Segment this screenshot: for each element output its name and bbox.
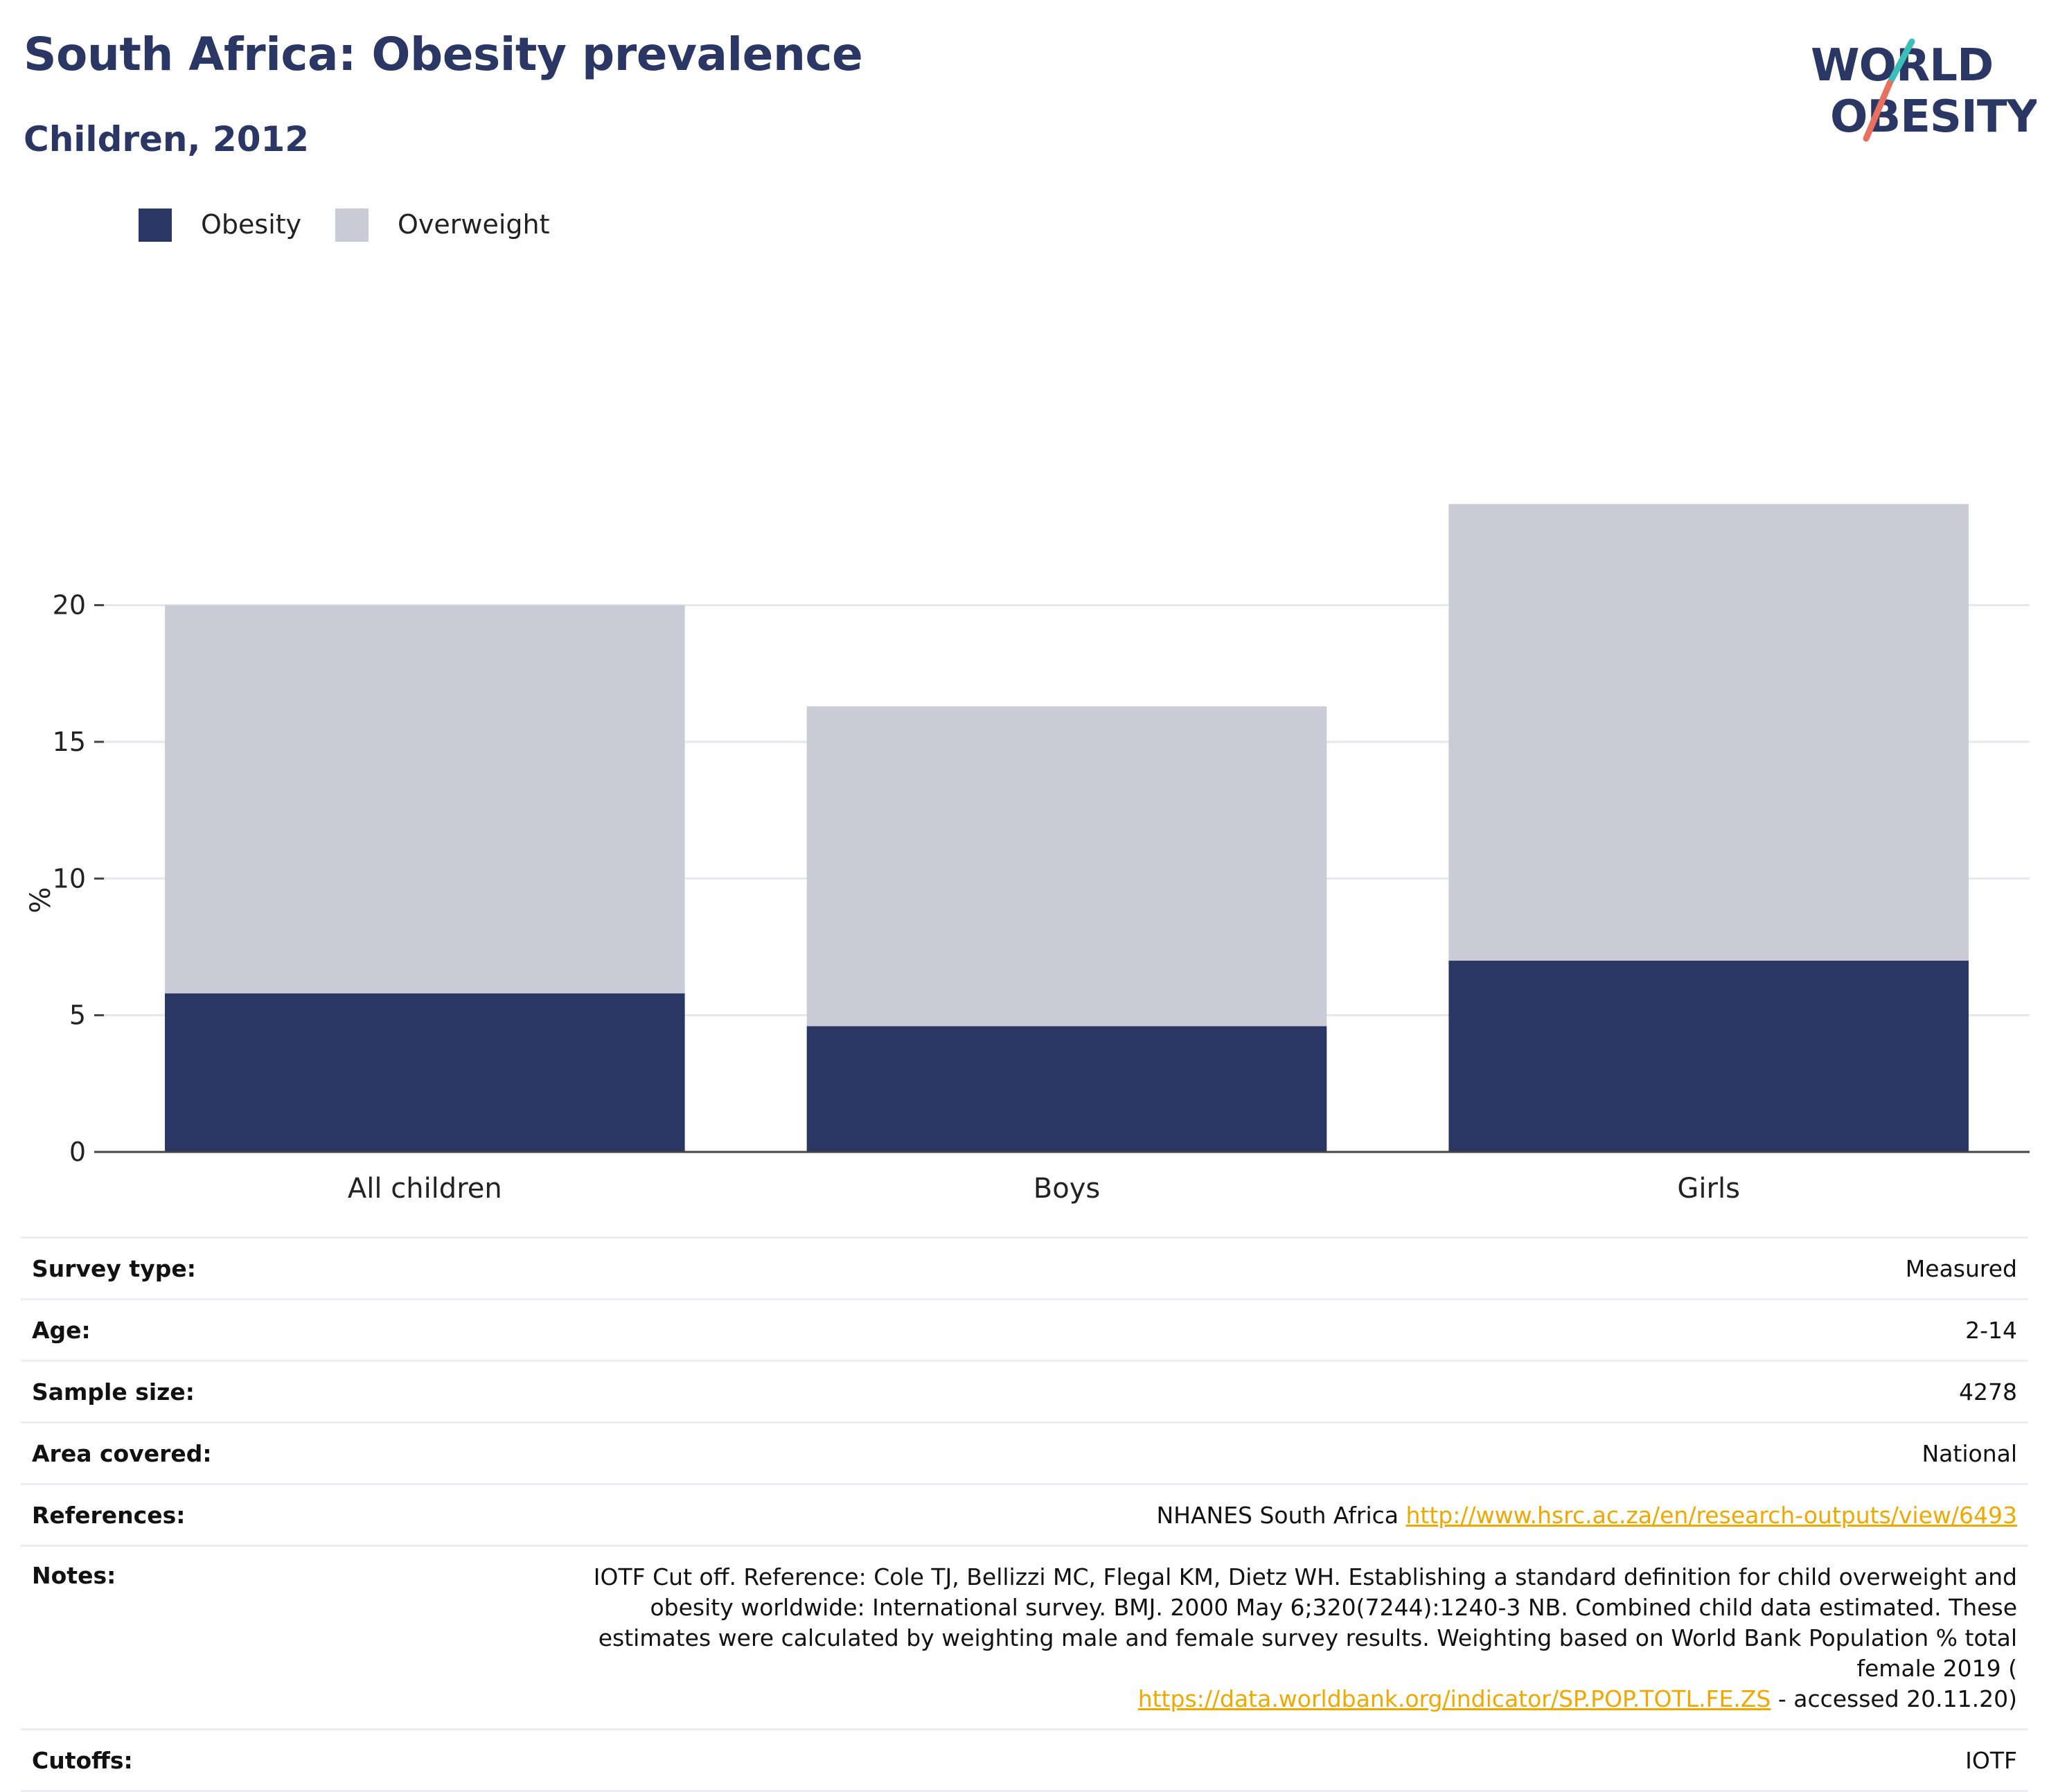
references-text: NHANES South Africa	[1156, 1502, 1406, 1529]
notes-suffix: - accessed 20.11.20)	[1771, 1685, 2017, 1712]
legend-swatch-obesity	[139, 209, 172, 242]
info-label-survey-type: Survey type:	[32, 1255, 196, 1282]
info-row-age: Age: 2-14	[21, 1298, 2028, 1360]
info-label-sample-size: Sample size:	[32, 1378, 195, 1405]
world-obesity-logo: WORLD OBESITY	[1811, 38, 2037, 143]
info-value-cutoffs: IOTF	[1965, 1747, 2017, 1774]
info-value-survey-type: Measured	[1905, 1255, 2017, 1282]
info-row-references: References: NHANES South Africa http://w…	[21, 1483, 2028, 1545]
y-tick-label-5: 5	[69, 1000, 86, 1031]
x-tick-label-boys: Boys	[1034, 1173, 1100, 1205]
chart-subtitle: Children, 2012	[24, 119, 310, 159]
survey-info-table: Survey type: Measured Age: 2-14 Sample s…	[21, 1236, 2028, 1792]
legend-label-overweight: Overweight	[398, 209, 550, 240]
y-tick-label-20: 20	[53, 590, 86, 621]
y-tick-label-0: 0	[69, 1137, 86, 1167]
legend-label-obesity: Obesity	[201, 209, 302, 240]
chart-title: South Africa: Obesity prevalence	[24, 28, 863, 81]
notes-link[interactable]: https://data.worldbank.org/indicator/SP.…	[1137, 1685, 1771, 1712]
info-value-notes: IOTF Cut off. Reference: Cole TJ, Belliz…	[562, 1562, 2017, 1714]
y-tick-label-10: 10	[53, 863, 86, 894]
info-row-sample-size: Sample size: 4278	[21, 1360, 2028, 1421]
info-row-notes: Notes: IOTF Cut off. Reference: Cole TJ,…	[21, 1545, 2028, 1728]
logo-slash-teal	[1886, 38, 1915, 87]
info-row-area-covered: Area covered: National	[21, 1421, 2028, 1483]
legend-swatch-overweight	[335, 209, 369, 242]
y-axis-label: %	[25, 887, 57, 913]
notes-text: IOTF Cut off. Reference: Cole TJ, Belliz…	[593, 1563, 2017, 1682]
x-tick-label-all-children: All children	[348, 1173, 502, 1205]
bar-obesity-girls	[1448, 960, 1969, 1152]
info-value-references: NHANES South Africa http://www.hsrc.ac.z…	[1156, 1500, 2017, 1531]
stacked-bar-chart: 0 5 10 15 20% All children Boys Girls	[25, 504, 2030, 1205]
x-tick-label-girls: Girls	[1677, 1173, 1740, 1205]
info-label-area-covered: Area covered:	[32, 1440, 212, 1467]
info-row-survey-type: Survey type: Measured	[21, 1236, 2028, 1298]
info-value-sample-size: 4278	[1959, 1378, 2017, 1405]
info-label-references: References:	[32, 1502, 186, 1529]
logo-text-obesity: OBESITY	[1830, 91, 2037, 143]
y-tick-label-15: 15	[53, 727, 86, 757]
bar-obesity-boys	[806, 1026, 1327, 1152]
info-label-cutoffs: Cutoffs:	[32, 1747, 133, 1774]
bar-overweight-girls	[1448, 504, 1969, 961]
bar-overweight-boys	[806, 706, 1327, 1027]
logo-slash-coral	[1863, 80, 1893, 142]
references-link[interactable]: http://www.hsrc.ac.za/en/research-output…	[1405, 1502, 2018, 1529]
info-label-notes: Notes:	[32, 1562, 116, 1589]
info-value-area-covered: National	[1922, 1440, 2017, 1467]
bar-overweight-all-children	[165, 605, 685, 994]
info-row-cutoffs: Cutoffs: IOTF	[21, 1728, 2028, 1792]
info-label-age: Age:	[32, 1317, 91, 1344]
info-value-age: 2-14	[1965, 1317, 2017, 1344]
bar-obesity-all-children	[165, 993, 685, 1152]
